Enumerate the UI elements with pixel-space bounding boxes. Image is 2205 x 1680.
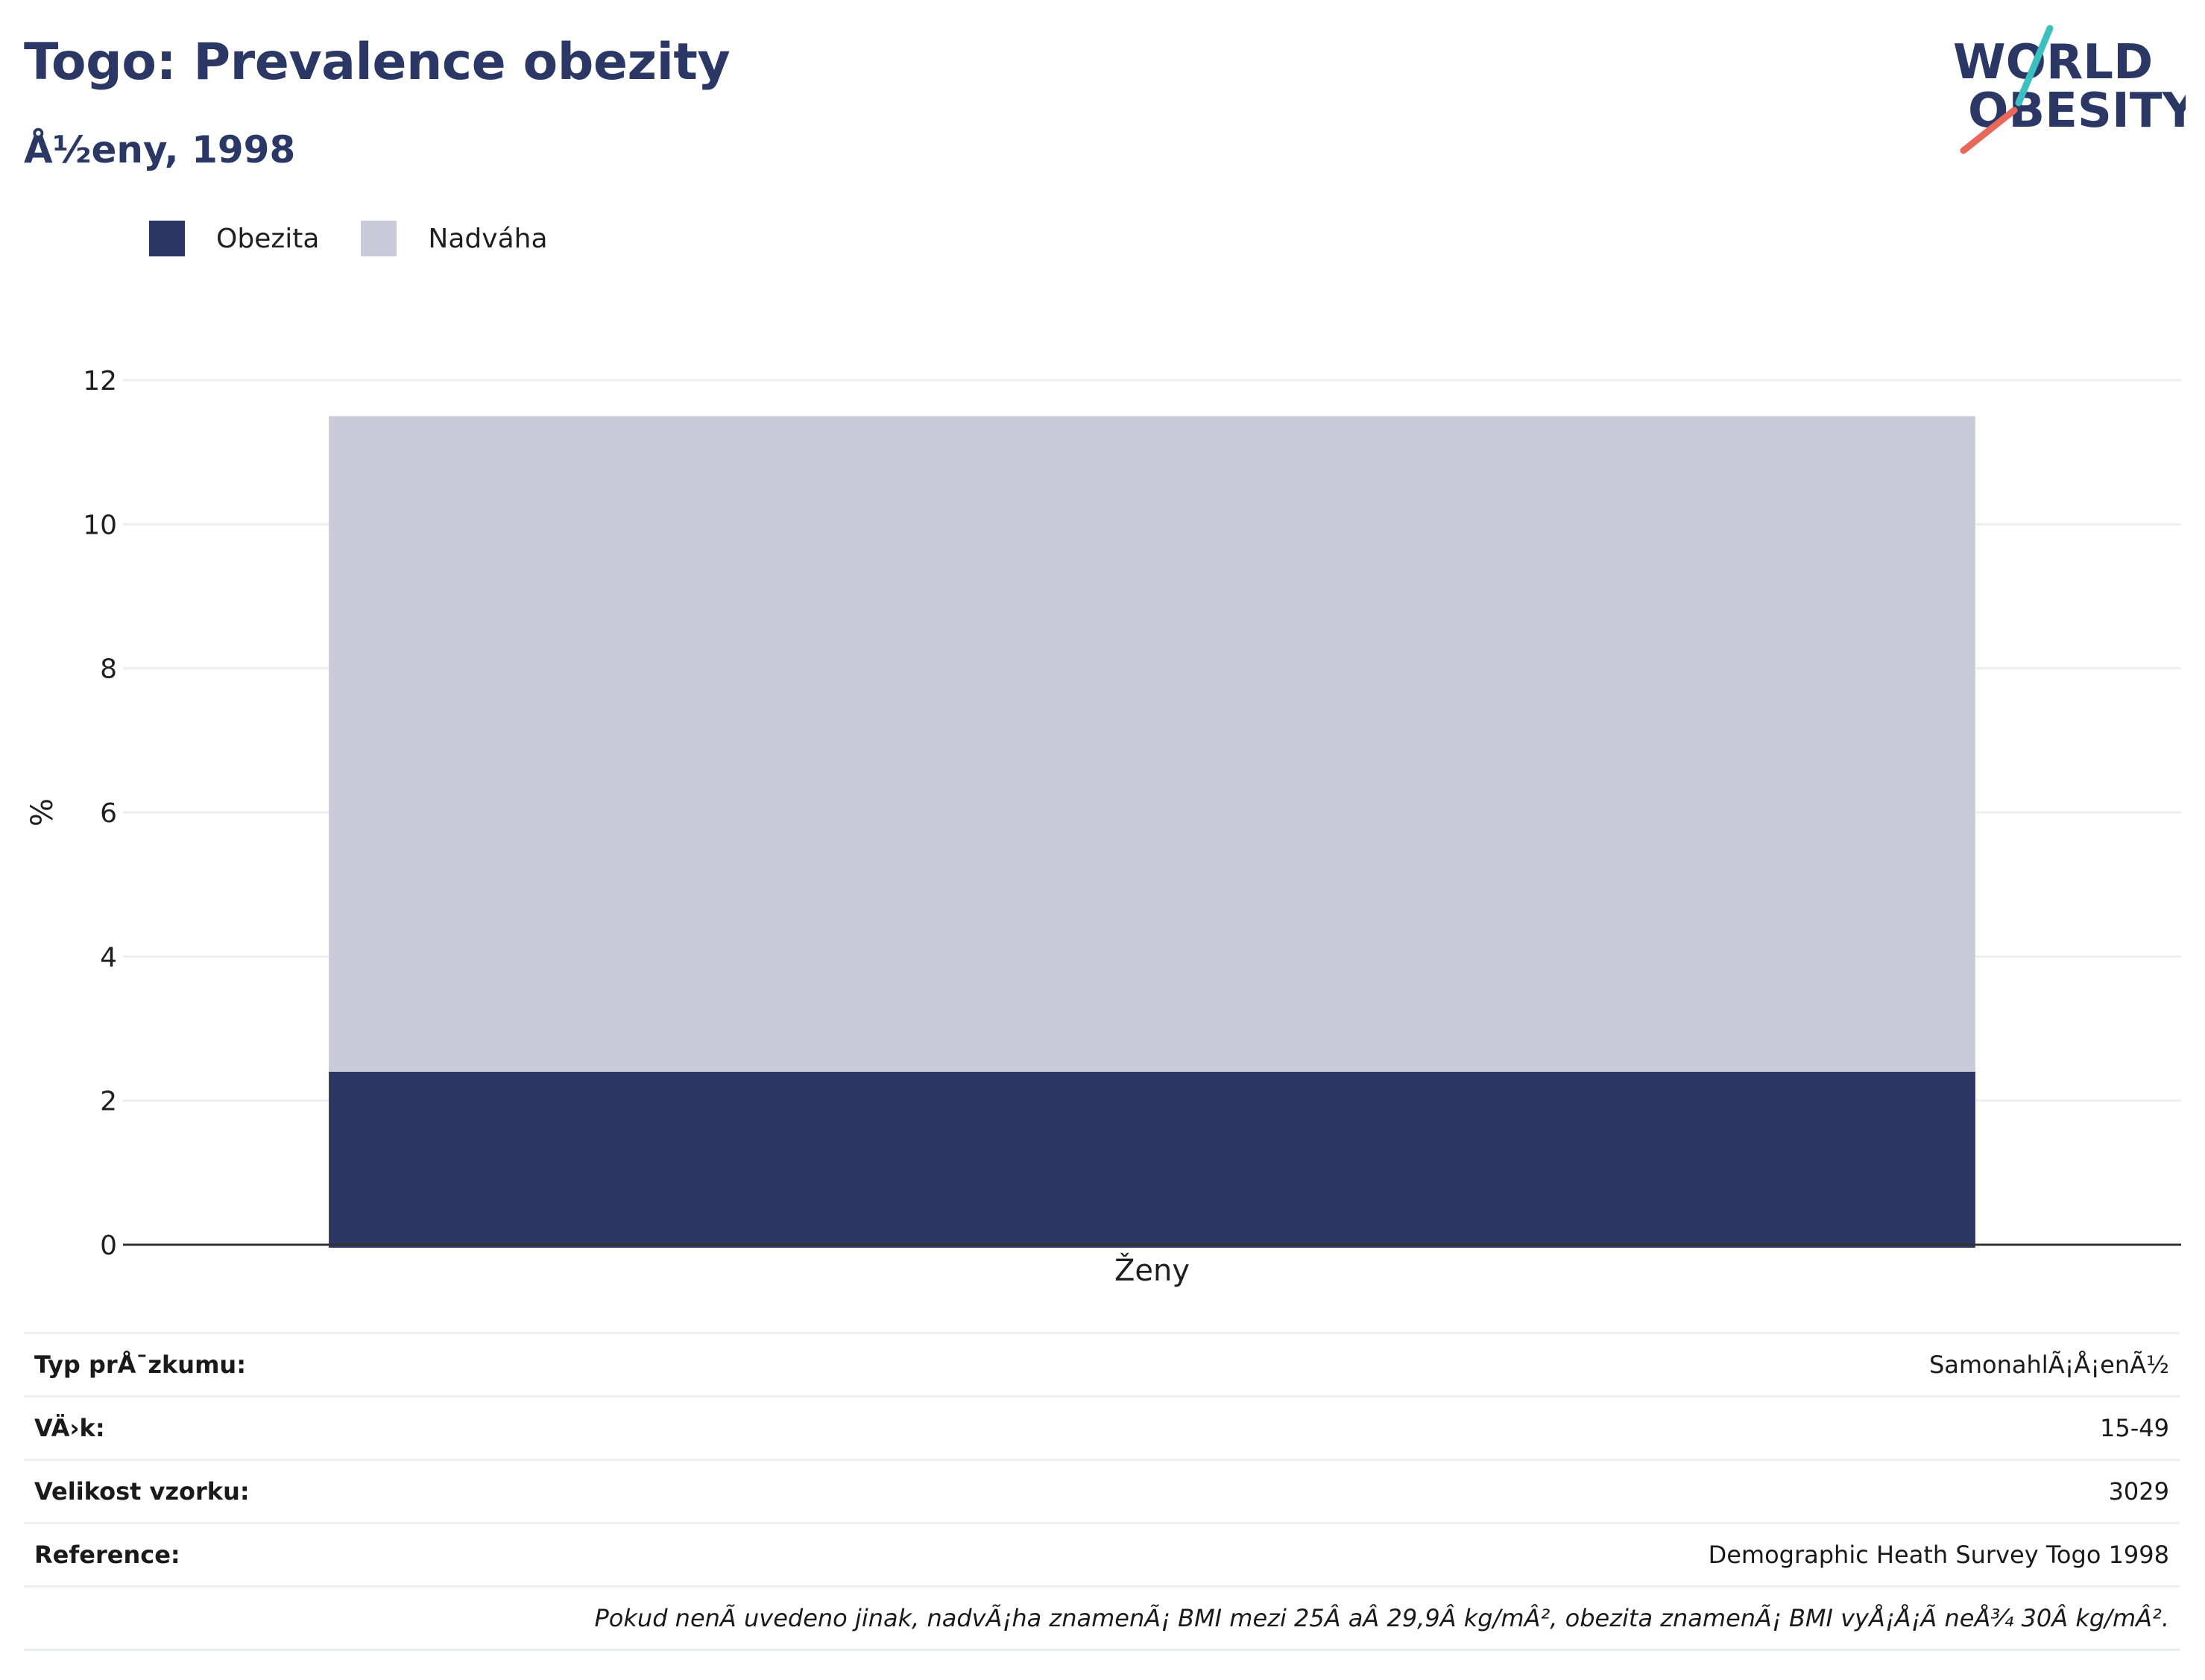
info-label: Typ prÅ¯zkumu: [34,1351,246,1379]
legend-swatch-overweight [361,221,397,256]
info-label: Velikost vzorku: [34,1477,250,1506]
bar-chart: 0 2 4 6 8 10 12% Ženy [25,366,2181,1288]
chart-legend: Obezita Nadváha [149,221,590,256]
info-row-age: VÄ›k: 15-49 [24,1395,2180,1459]
info-label: Reference: [34,1541,180,1569]
y-tick-label: 0 [100,1231,117,1261]
info-value: 15-49 [2100,1414,2169,1442]
x-tick-label: Ženy [1114,1252,1190,1288]
logo-line1: WORLD [1953,35,2153,90]
bar-obesity [329,1072,1975,1248]
legend-swatch-obesity [149,221,185,256]
y-tick-label: 12 [83,366,117,397]
y-axis-label: % [25,798,60,827]
y-tick-label: 2 [100,1087,117,1117]
y-tick-label: 10 [83,510,117,540]
logo-line2: OBESITY [1968,83,2186,139]
y-tick-label: 6 [100,798,117,829]
info-row-survey-type: Typ prÅ¯zkumu: SamonahlÃ¡Å¡enÃ½ [24,1332,2180,1395]
logo-slash-top [2015,25,2054,107]
info-value: 3029 [2108,1477,2169,1506]
logo-slash-bottom [1960,107,2018,154]
info-row-reference: Reference: Demographic Heath Survey Togo… [24,1522,2180,1585]
page-title: Togo: Prevalence obezity [24,33,731,92]
page-subtitle: Å½eny, 1998 [24,128,296,171]
bar-overweight [329,416,1975,1072]
definition-note: Pokud nenÃ uvedeno jinak, nadvÃ¡ha zname… [594,1604,2170,1632]
y-tick-label: 4 [100,942,117,973]
y-tick-label: 8 [100,654,117,685]
info-row-sample-size: Velikost vzorku: 3029 [24,1459,2180,1522]
info-label: VÄ›k: [34,1414,105,1442]
info-value: Demographic Heath Survey Togo 1998 [1708,1541,2169,1569]
legend-item-overweight[interactable]: Nadváha [361,221,548,256]
survey-info-table: Typ prÅ¯zkumu: SamonahlÃ¡Å¡enÃ½ VÄ›k: 15… [24,1332,2180,1651]
info-value: SamonahlÃ¡Å¡enÃ½ [1928,1351,2169,1379]
legend-item-obesity[interactable]: Obezita [149,221,319,256]
legend-label-obesity: Obezita [216,223,320,254]
info-note: Pokud nenÃ uvedeno jinak, nadvÃ¡ha zname… [24,1585,2180,1651]
legend-label-overweight: Nadváha [428,223,548,254]
world-obesity-logo: WORLD OBESITY [1953,25,2186,154]
